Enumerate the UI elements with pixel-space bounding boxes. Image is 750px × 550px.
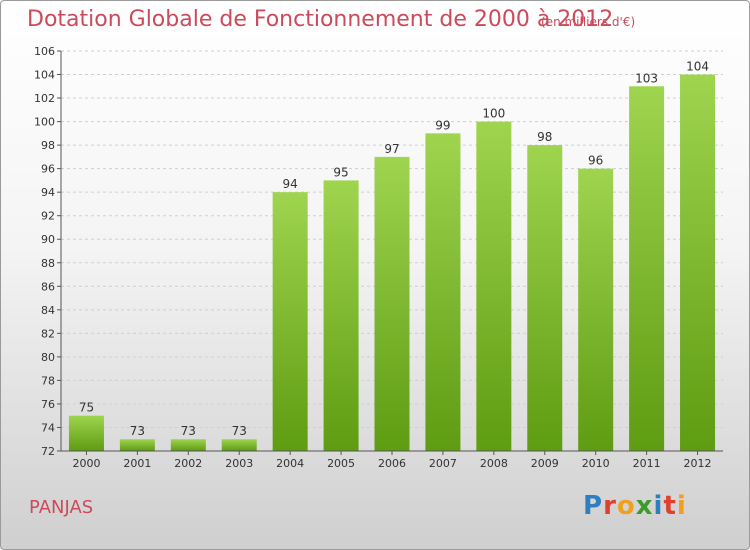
value-label-2006: 97 — [384, 142, 399, 156]
logo-letter: o — [616, 491, 636, 521]
bar-2007 — [425, 133, 461, 451]
x-tick-label-2012: 2012 — [684, 457, 712, 470]
bar-2003 — [221, 439, 257, 451]
bar-2012 — [680, 74, 716, 451]
value-label-2012: 104 — [686, 60, 709, 74]
x-tick-label-2001: 2001 — [123, 457, 151, 470]
value-label-2000: 75 — [79, 401, 94, 415]
logo-letter: P — [583, 491, 604, 521]
y-tick-label: 86 — [41, 280, 55, 293]
y-tick-label: 82 — [41, 327, 55, 340]
x-tick-label-2002: 2002 — [174, 457, 202, 470]
chart-title: Dotation Globale de Fonctionnement de 20… — [27, 7, 614, 32]
value-label-2001: 73 — [130, 424, 145, 438]
logo-letter: t — [663, 491, 677, 521]
bar-2008 — [476, 121, 512, 452]
value-label-2010: 96 — [588, 154, 603, 168]
logo-letter: i — [676, 491, 687, 521]
value-label-2007: 99 — [435, 118, 450, 132]
y-tick-label: 72 — [41, 445, 55, 458]
value-label-2005: 95 — [333, 165, 348, 179]
chart-subtitle: (en milliers d'€) — [541, 15, 636, 29]
bar-2001 — [119, 439, 155, 451]
value-label-2011: 103 — [635, 71, 658, 85]
y-tick-label: 100 — [34, 116, 55, 129]
bar-2005 — [323, 180, 359, 452]
value-label-2009: 98 — [537, 130, 552, 144]
value-label-2003: 73 — [232, 424, 247, 438]
y-tick-label: 88 — [41, 257, 55, 270]
bar-2000 — [68, 415, 104, 451]
y-tick-label: 80 — [41, 351, 55, 364]
y-tick-label: 78 — [41, 374, 55, 387]
logo-letter: x — [635, 491, 654, 521]
x-tick-label-2003: 2003 — [225, 457, 253, 470]
logo-letter: r — [603, 491, 617, 521]
bar-2010 — [578, 168, 614, 451]
y-tick-label: 84 — [41, 304, 55, 317]
value-label-2002: 73 — [181, 424, 196, 438]
logo-letter: i — [653, 491, 664, 521]
y-tick-label: 98 — [41, 139, 55, 152]
x-tick-label-2007: 2007 — [429, 457, 457, 470]
y-tick-label: 94 — [41, 186, 55, 199]
x-tick-label-2006: 2006 — [378, 457, 406, 470]
y-tick-label: 96 — [41, 163, 55, 176]
y-tick-label: 90 — [41, 233, 55, 246]
y-tick-label: 76 — [41, 398, 55, 411]
x-tick-label-2009: 2009 — [531, 457, 559, 470]
y-tick-label: 74 — [41, 421, 55, 434]
x-tick-label-2004: 2004 — [276, 457, 304, 470]
bar-2009 — [527, 145, 563, 451]
y-tick-label: 104 — [34, 69, 55, 82]
x-tick-label-2000: 2000 — [72, 457, 100, 470]
x-tick-label-2008: 2008 — [480, 457, 508, 470]
commune-name: PANJAS — [29, 497, 94, 518]
y-tick-label: 102 — [34, 92, 55, 105]
bar-2002 — [170, 439, 206, 451]
x-tick-label-2011: 2011 — [633, 457, 661, 470]
y-tick-label: 92 — [41, 210, 55, 223]
x-tick-label-2010: 2010 — [582, 457, 610, 470]
value-label-2004: 94 — [283, 177, 298, 191]
value-label-2008: 100 — [482, 107, 505, 121]
proxiti-logo: Proxiti — [583, 491, 687, 521]
bar-2006 — [374, 156, 410, 451]
bar-2004 — [272, 192, 308, 452]
y-tick-label: 106 — [34, 45, 55, 58]
bar-2011 — [629, 86, 665, 451]
x-tick-label-2005: 2005 — [327, 457, 355, 470]
